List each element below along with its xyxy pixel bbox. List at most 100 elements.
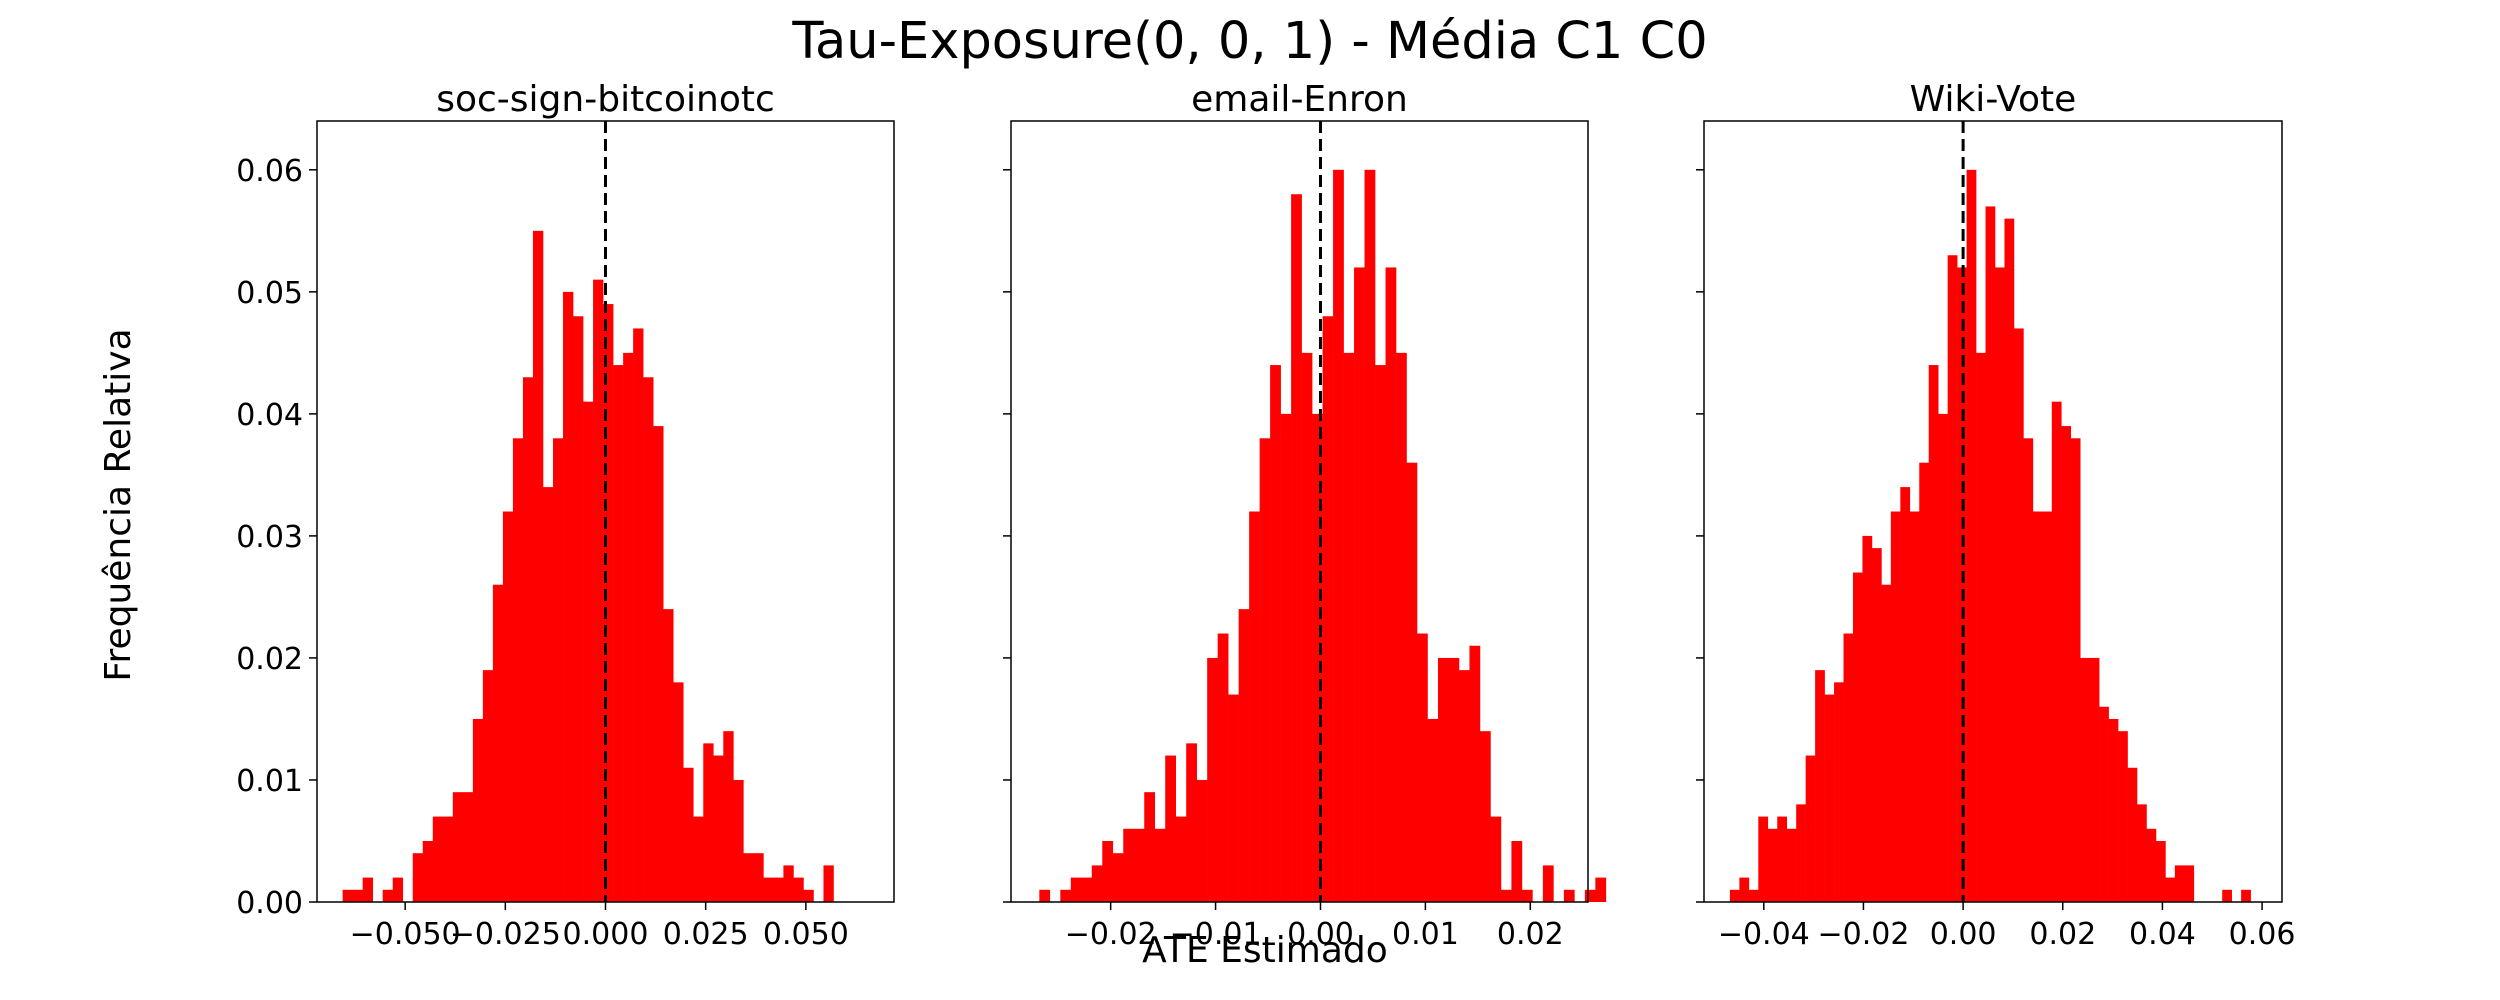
y-tick-label: 0.04 [236,398,303,433]
histogram-bar [1448,657,1460,902]
histogram-bar [1511,840,1523,902]
histogram-bar [1416,633,1428,902]
histogram-bar [1985,206,1996,902]
histogram-bar [2118,731,2128,902]
histogram-bar [673,682,684,902]
x-tick-label: 0.04 [2129,917,2196,952]
histogram-bar [1871,548,1882,902]
histogram-bar [1322,316,1334,902]
histogram-bar [342,889,353,902]
histogram-bar [1091,865,1103,902]
histogram-bar [693,816,704,902]
histogram-bar [2155,840,2166,902]
histogram-bar [1843,633,1854,902]
x-tick-label: 0.00 [1930,917,1997,952]
y-tick-label: 0.02 [236,642,303,677]
y-tick-label: 0.01 [236,764,303,799]
histogram-bar [472,718,484,902]
histogram-bar [512,438,524,902]
histogram-bar [1312,413,1323,902]
histogram-bar [1938,413,1948,902]
x-tick-label: 0.02 [2029,917,2096,952]
histogram-bar [2108,718,2119,902]
histogram-bar [2023,438,2034,902]
histogram-bar [1490,816,1502,902]
histogram-bar [1815,670,1825,902]
histogram-bar [593,279,604,902]
x-tick-label: 0.02 [1497,917,1564,952]
histogram-bar [1270,365,1281,902]
histogram-bar [432,816,444,902]
histogram-bar [613,365,624,902]
histogram-bar [1834,682,1844,902]
histogram-bar [2222,889,2232,902]
histogram-bar [542,487,554,902]
histogram-bar [1479,731,1491,902]
histogram-bar [2004,218,2015,902]
x-tick-label: 0.06 [2229,917,2296,952]
histogram-bar [1207,657,1218,902]
histogram-bar [1259,438,1271,902]
histogram-bar [1238,609,1250,902]
histogram-bar [2061,426,2072,902]
histogram-bar [783,865,794,902]
histogram-bar [773,877,784,902]
histogram-bar [623,352,634,902]
histogram-bar [442,816,454,902]
x-tick-label: −0.01 [1170,917,1262,952]
histogram-bar [422,840,434,902]
histogram-bar [2174,865,2185,902]
histogram-bar [1070,877,1082,902]
histogram-bar [563,291,574,902]
histogram-bar [1739,877,1750,902]
histogram-bar [733,779,744,902]
axes-frame [1703,120,2283,903]
histogram-bar [1919,462,1930,902]
histogram-bar [1947,255,1958,902]
histogram-bar [583,401,594,902]
histogram-bar [1805,755,1816,902]
histogram-bar [1458,670,1470,902]
histogram-bar [1396,352,1407,902]
histogram-bar [2032,511,2043,902]
subplot-3: Wiki-Vote −0.04 −0.02 0.00 0.02 0.04 0.06 [1696,79,2295,952]
histogram-bar [1542,865,1554,902]
histogram-bar [1595,877,1607,902]
histogram-bar [1957,267,1967,902]
histogram-bar [1375,365,1386,902]
histogram-bar [1291,194,1302,902]
histogram-bar [1039,889,1051,902]
subplot-title: soc-sign-bitcoinotc [436,79,775,120]
histogram-bar [1824,694,1835,902]
histogram-bar [1280,413,1292,902]
histogram-bar [1406,462,1418,902]
histogram-bar [1133,828,1145,902]
histogram-bar [713,755,724,902]
y-axis-label: Frequência Relativa [98,328,139,681]
histogram-bar [1175,816,1187,902]
y-tick-label: 0.03 [236,520,303,555]
histogram-bar [1994,267,2005,902]
histogram-bar [1777,816,1788,902]
x-tick-label: 0.00 [1287,917,1354,952]
subplot-1: soc-sign-bitcoinotc −0.050−0.025 0.000 0.02… [236,79,895,952]
histogram-bar [683,767,694,902]
histogram-bar [1102,840,1114,902]
y-tick-label: 0.06 [236,154,303,189]
histogram-bar [1343,352,1355,902]
histogram-bar [1354,267,1365,902]
histogram-bar [1437,657,1449,902]
histogram-bar [2137,804,2147,902]
histogram-bar [522,377,534,902]
histogram-bar [753,853,764,902]
histogram-bar [392,877,404,902]
histogram-bar [2080,657,2090,902]
histogram-bar [1966,169,1977,902]
histogram-bar [763,877,774,902]
histogram-bar [1852,572,1863,902]
histogram-bar [1976,352,1986,902]
histogram-bar [1249,511,1260,902]
histogram-bar [743,853,754,902]
histogram-bar [1081,877,1093,902]
histogram-bar [723,731,734,902]
